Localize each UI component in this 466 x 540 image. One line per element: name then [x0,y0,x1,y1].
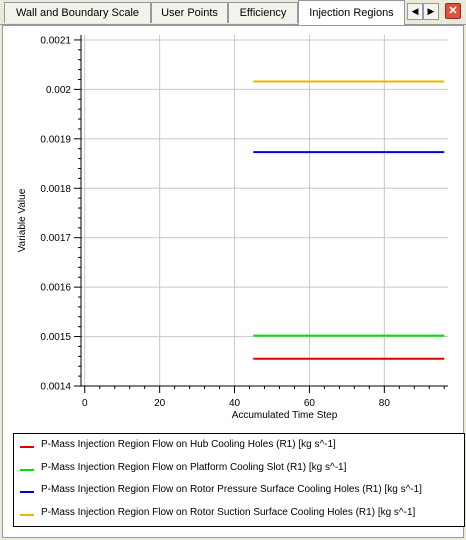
y-tick-label: 0.0021 [40,35,71,46]
tab-scroll-left-button[interactable]: ◀ [407,3,423,20]
arrow-right-icon: ▶ [427,6,435,16]
line-chart: 0 20 40 60 80 0.0014 0.0015 0.0016 0.0017 0.0018 0… [17,35,448,421]
y-tick-label: 0.0015 [40,332,71,343]
x-tick-label: 20 [154,398,166,409]
legend-label: P-Mass Injection Region Flow on Rotor Pr… [41,484,422,495]
legend-swatch [20,513,34,516]
legend-label: P-Mass Injection Region Flow on Rotor Su… [41,506,416,518]
close-icon: ✕ [448,5,458,17]
legend-swatch [20,446,34,448]
x-tick-label: 60 [304,398,316,409]
x-tick-label: 80 [379,398,391,409]
y-tick-label: 0.0018 [40,184,71,195]
close-tab-button[interactable]: ✕ [445,3,461,19]
y-tick-label: 0.0019 [40,134,71,145]
x-tick-label: 40 [229,398,241,409]
y-axis-title: Variable Value [17,188,28,252]
legend-swatch [20,468,34,471]
tab-wall-and-boundary-scale[interactable]: Wall and Boundary Scale [4,2,151,23]
y-tick-label: 0.0014 [40,382,71,393]
y-tick-label: 0.0017 [40,233,71,244]
chart-legend: P-Mass Injection Region Flow on Hub Cool… [13,433,465,527]
tab-efficiency[interactable]: Efficiency [228,2,298,23]
x-axis-title: Accumulated Time Step [232,410,338,421]
y-tick-label: 0.002 [46,85,71,96]
legend-swatch [20,491,34,493]
legend-label: P-Mass Injection Region Flow on Hub Cool… [41,439,336,450]
x-tick-label: 0 [82,398,88,409]
legend-label: P-Mass Injection Region Flow on Platform… [41,461,347,473]
tab-injection-regions[interactable]: Injection Regions [298,0,405,25]
tab-scroll-right-button[interactable]: ▶ [423,3,439,20]
tab-bar: Wall and Boundary Scale User Points Effi… [0,0,466,25]
tab-user-points[interactable]: User Points [151,2,228,23]
y-tick-label: 0.0016 [40,283,71,294]
arrow-left-icon: ◀ [411,6,419,16]
